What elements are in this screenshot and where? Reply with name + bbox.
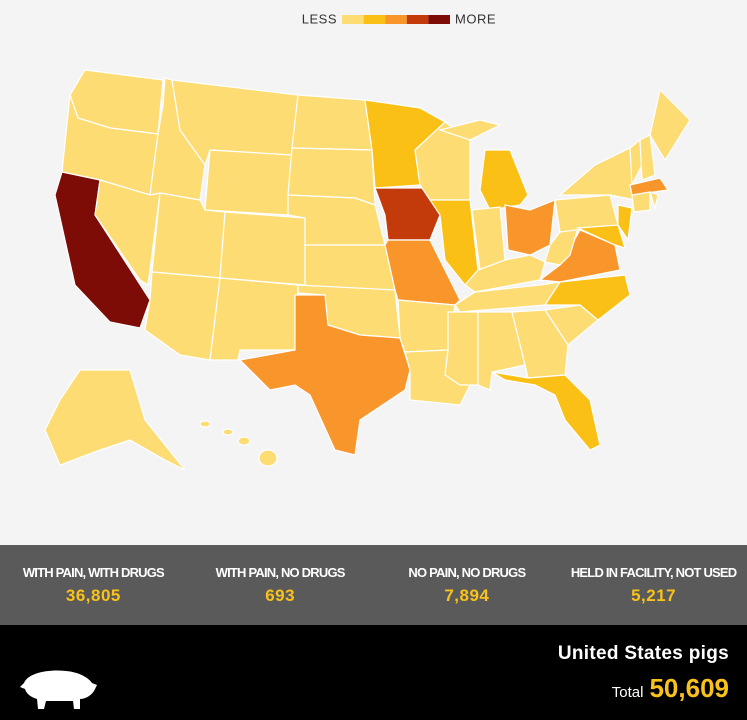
state bbox=[291, 94, 373, 151]
stat-label: WITH PAIN, NO DRUGS bbox=[215, 565, 346, 580]
legend-low: LESS bbox=[302, 11, 337, 26]
footer-total-row: Total 50,609 bbox=[612, 673, 729, 704]
state bbox=[437, 119, 502, 141]
stat-label: HELD IN FACILITY, NOT USED bbox=[570, 565, 737, 580]
footer: United States pigs Total 50,609 bbox=[0, 625, 747, 720]
stat: WITH PAIN, NO DRUGS 693 bbox=[187, 545, 374, 625]
state bbox=[617, 204, 633, 242]
stat-value: 7,894 bbox=[444, 586, 490, 605]
legend-high: MORE bbox=[455, 11, 496, 26]
stat-value: 693 bbox=[265, 586, 296, 605]
state bbox=[397, 299, 456, 353]
stat-value: 5,217 bbox=[631, 586, 677, 605]
total-value: 50,609 bbox=[649, 673, 729, 703]
legend-swatch bbox=[342, 15, 364, 24]
state bbox=[649, 88, 691, 162]
state bbox=[575, 224, 626, 249]
state bbox=[558, 147, 636, 201]
state bbox=[238, 294, 411, 456]
legend-swatches bbox=[342, 15, 450, 24]
state bbox=[204, 149, 293, 216]
stat-label: WITH PAIN, WITH DRUGS bbox=[22, 565, 165, 580]
stat-value: 36,805 bbox=[65, 586, 121, 605]
legend-swatch bbox=[363, 15, 386, 24]
stat: WITH PAIN, WITH DRUGS 36,805 bbox=[0, 545, 187, 625]
stat: HELD IN FACILITY, NOT USED 5,217 bbox=[560, 545, 747, 625]
stat-label: NO PAIN, NO DRUGS bbox=[408, 565, 526, 580]
map: LESS MORE bbox=[44, 11, 691, 471]
legend-swatch bbox=[428, 15, 450, 24]
state bbox=[222, 428, 234, 436]
state bbox=[44, 369, 186, 471]
state bbox=[304, 244, 396, 291]
legend-swatch bbox=[385, 15, 407, 24]
stat: NO PAIN, NO DRUGS 7,894 bbox=[374, 545, 561, 625]
stats-bar: WITH PAIN, WITH DRUGS 36,805 WITH PAIN, NO… bbox=[0, 545, 747, 625]
state bbox=[629, 177, 670, 196]
states bbox=[44, 69, 691, 471]
state bbox=[479, 149, 529, 211]
state bbox=[144, 271, 221, 361]
state bbox=[199, 420, 211, 428]
state bbox=[258, 449, 278, 467]
state bbox=[444, 311, 479, 386]
legend-swatch bbox=[406, 15, 429, 24]
state bbox=[639, 134, 656, 181]
state bbox=[209, 277, 299, 361]
state bbox=[219, 211, 306, 286]
state bbox=[631, 191, 651, 213]
state bbox=[649, 191, 659, 211]
pig-icon bbox=[20, 670, 97, 709]
state bbox=[504, 199, 556, 256]
total-label: Total bbox=[611, 684, 644, 701]
state bbox=[491, 371, 601, 451]
footer-title: United States pigs bbox=[557, 643, 729, 664]
state bbox=[464, 254, 546, 293]
state bbox=[237, 436, 251, 446]
